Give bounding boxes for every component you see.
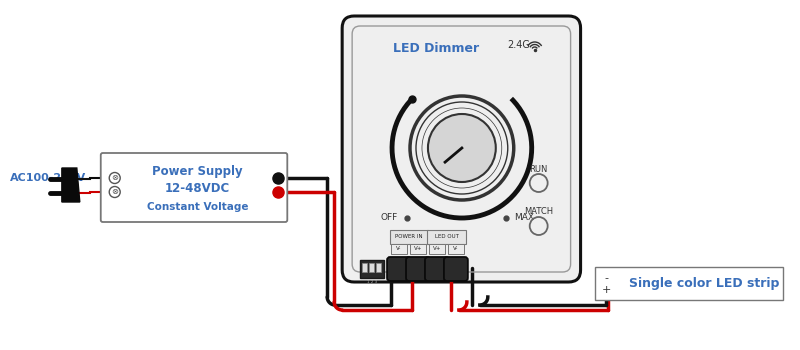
FancyBboxPatch shape: [369, 263, 374, 272]
FancyBboxPatch shape: [427, 230, 466, 244]
Text: +: +: [602, 285, 611, 295]
FancyBboxPatch shape: [425, 257, 449, 281]
Text: V-: V-: [453, 246, 458, 252]
FancyBboxPatch shape: [595, 266, 782, 300]
FancyBboxPatch shape: [390, 230, 429, 244]
FancyBboxPatch shape: [410, 244, 426, 254]
Text: ⊗: ⊗: [111, 188, 118, 196]
FancyBboxPatch shape: [390, 244, 407, 254]
Text: RUN: RUN: [530, 164, 548, 174]
Text: LED OUT: LED OUT: [435, 234, 459, 239]
Text: ⊗: ⊗: [111, 174, 118, 182]
Text: 1 2 3: 1 2 3: [367, 280, 378, 284]
Text: V+: V+: [414, 246, 422, 252]
Text: Constant Voltage: Constant Voltage: [147, 202, 249, 212]
FancyBboxPatch shape: [362, 263, 367, 272]
FancyBboxPatch shape: [406, 257, 430, 281]
FancyBboxPatch shape: [387, 257, 411, 281]
Text: Power Supply: Power Supply: [152, 166, 243, 178]
Text: 2.4G: 2.4G: [507, 40, 530, 50]
Text: MATCH: MATCH: [524, 208, 554, 217]
Text: POWER IN: POWER IN: [395, 234, 423, 239]
Text: LED Dimmer: LED Dimmer: [393, 42, 479, 55]
Text: V-: V-: [396, 246, 402, 252]
FancyBboxPatch shape: [429, 244, 446, 254]
FancyBboxPatch shape: [342, 16, 581, 282]
Text: MAX: MAX: [514, 214, 534, 223]
Text: -: -: [605, 273, 609, 283]
FancyBboxPatch shape: [101, 153, 287, 222]
Text: OFF: OFF: [381, 214, 398, 223]
Text: V+: V+: [433, 246, 441, 252]
Text: Single color LED strip: Single color LED strip: [629, 276, 779, 289]
Polygon shape: [62, 168, 80, 202]
Text: 12-48VDC: 12-48VDC: [165, 182, 230, 195]
FancyBboxPatch shape: [376, 263, 382, 272]
FancyBboxPatch shape: [360, 260, 384, 278]
FancyBboxPatch shape: [448, 244, 464, 254]
Text: AC100-240V: AC100-240V: [10, 173, 86, 183]
FancyBboxPatch shape: [444, 257, 468, 281]
Circle shape: [428, 114, 496, 182]
